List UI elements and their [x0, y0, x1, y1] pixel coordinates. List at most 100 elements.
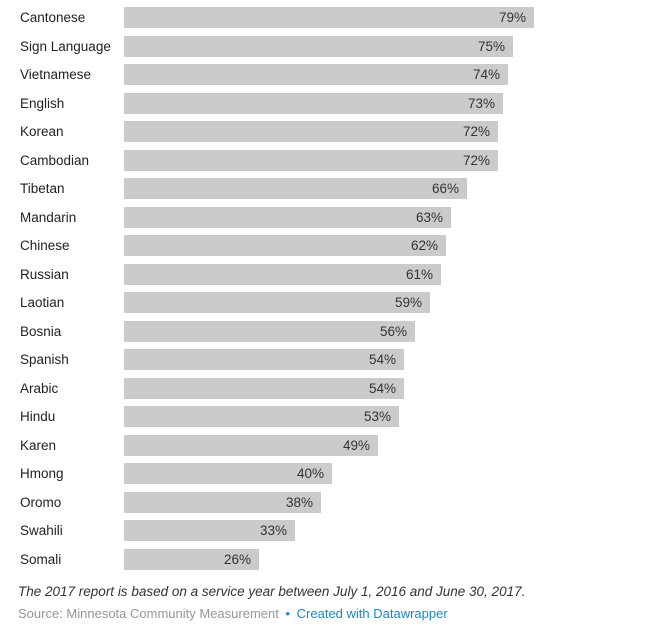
value-label: 74%: [472, 67, 500, 82]
value-label: 33%: [259, 523, 287, 538]
bar-track: 56%: [124, 320, 660, 342]
bar: 72%: [124, 121, 498, 142]
value-label: 26%: [223, 551, 251, 567]
category-label: Arabic: [20, 380, 59, 396]
bar-row: Laotian 59%: [0, 292, 660, 313]
bar-track: 26%: [124, 548, 660, 570]
bar: 33%: [124, 520, 295, 541]
bar-track: 79%: [124, 7, 660, 28]
bar-track: 62%: [124, 235, 660, 256]
value-label: 66%: [431, 181, 459, 196]
bar-row: Chinese 62%: [0, 235, 660, 256]
category-label: Vietnamese: [20, 67, 92, 82]
value-label: 63%: [415, 209, 443, 225]
bar: 73%: [124, 92, 503, 114]
bar: 26%: [124, 548, 259, 570]
datawrapper-link[interactable]: Created with Datawrapper: [296, 605, 448, 621]
source-separator: •: [285, 605, 291, 621]
category-label: Laotian: [20, 295, 65, 310]
value-label: 53%: [363, 409, 391, 424]
bar-track: 73%: [124, 92, 660, 114]
bar-track: 54%: [124, 349, 660, 370]
bar-track: 72%: [124, 149, 660, 171]
category-label: Somali: [20, 551, 62, 567]
category-label: Cantonese: [20, 10, 86, 25]
value-label: 54%: [368, 380, 396, 396]
category-label: English: [20, 95, 65, 111]
bar: 54%: [124, 377, 404, 399]
bar: 54%: [124, 349, 404, 370]
value-label: 73%: [467, 95, 495, 111]
value-label: 40%: [296, 466, 324, 481]
bar-row: Cambodian 72%: [0, 149, 660, 171]
bar-track: 75%: [124, 35, 660, 57]
bar-track: 40%: [124, 463, 660, 484]
value-label: 72%: [462, 124, 490, 139]
bar: 72%: [124, 149, 498, 171]
source-line: Source: Minnesota Community Measurement …: [18, 606, 660, 621]
bar-track: 72%: [124, 121, 660, 142]
bar: 62%: [124, 235, 446, 256]
bar-row: Russian 61%: [0, 263, 660, 285]
bar: 63%: [124, 206, 451, 228]
bar-row: Somali 26%: [0, 548, 660, 570]
category-label: Cambodian: [20, 152, 90, 168]
bar-row: Bosnia 56%: [0, 320, 660, 342]
bar-track: 49%: [124, 434, 660, 456]
category-label: Tibetan: [20, 181, 65, 196]
source-prefix: Source:: [18, 605, 67, 621]
bar: 66%: [124, 178, 467, 199]
value-label: 79%: [498, 10, 526, 25]
value-label: 38%: [285, 494, 313, 510]
bar-track: 33%: [124, 520, 660, 541]
value-label: 59%: [394, 295, 422, 310]
bar: 56%: [124, 320, 415, 342]
category-label: Hindu: [20, 409, 56, 424]
bar-track: 59%: [124, 292, 660, 313]
value-label: 49%: [342, 437, 370, 453]
bar: 53%: [124, 406, 399, 427]
bar-row: Korean 72%: [0, 121, 660, 142]
bar: 38%: [124, 491, 321, 513]
bar-row: Karen 49%: [0, 434, 660, 456]
value-label: 75%: [477, 38, 505, 54]
bar-track: 38%: [124, 491, 660, 513]
bar-row: Tibetan 66%: [0, 178, 660, 199]
value-label: 61%: [405, 266, 433, 282]
bar-row: Hindu 53%: [0, 406, 660, 427]
value-label: 72%: [462, 152, 490, 168]
chart-note: The 2017 report is based on a service ye…: [18, 583, 526, 599]
bar-track: 66%: [124, 178, 660, 199]
bar-row: Swahili 33%: [0, 520, 660, 541]
bar: 61%: [124, 263, 441, 285]
bar-row: English 73%: [0, 92, 660, 114]
category-label: Oromo: [20, 494, 62, 510]
category-label: Mandarin: [20, 209, 77, 225]
bar-row: Hmong 40%: [0, 463, 660, 484]
source-name: Minnesota Community Measurement: [66, 605, 279, 621]
category-label: Hmong: [20, 466, 64, 481]
category-label: Bosnia: [20, 323, 62, 339]
bar-track: 53%: [124, 406, 660, 427]
bar-track: 61%: [124, 263, 660, 285]
bar-row: Cantonese 79%: [0, 7, 660, 28]
bar: 40%: [124, 463, 332, 484]
source-label: Source: Minnesota Community Measurement: [18, 606, 279, 621]
bar-row: Sign Language 75%: [0, 35, 660, 57]
bar-track: 74%: [124, 64, 660, 85]
value-label: 62%: [410, 238, 438, 253]
category-label: Swahili: [20, 523, 63, 538]
category-label: Sign Language: [20, 38, 111, 54]
bar: 74%: [124, 64, 508, 85]
category-label: Karen: [20, 437, 57, 453]
category-label: Korean: [20, 124, 64, 139]
bar-row: Spanish 54%: [0, 349, 660, 370]
bar: 75%: [124, 35, 513, 57]
bar: 49%: [124, 434, 378, 456]
bar: 79%: [124, 7, 534, 28]
bar-track: 54%: [124, 377, 660, 399]
category-label: Russian: [20, 266, 69, 282]
chart-rows: Cantonese 79% Sign Language 75% Vietnamese 74…: [0, 7, 660, 570]
bar-track: 63%: [124, 206, 660, 228]
